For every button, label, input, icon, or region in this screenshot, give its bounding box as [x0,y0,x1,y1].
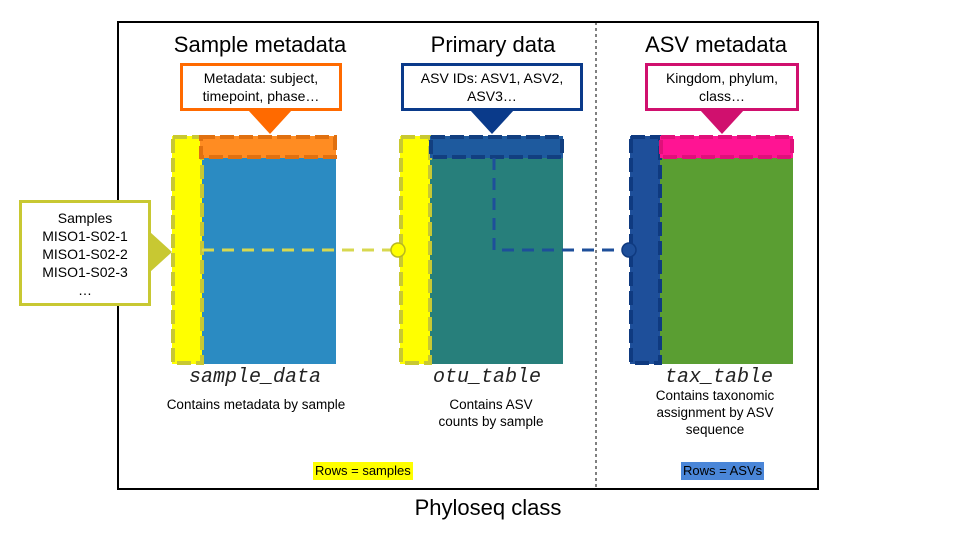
primary-callout-pointer [470,110,514,134]
primary-data-callout: ASV IDs: ASV1, ASV2, ASV3… [401,63,583,111]
sample-data-header-outline [199,135,337,159]
samples-callout-item: MISO1-S02-3 [42,264,128,280]
phyloseq-class-label: Phyloseq class [414,495,562,520]
asv-callout-pointer [700,110,744,134]
otu-tax-connector-dot [621,242,637,258]
sample-data-description: Contains metadata by sample [166,397,346,412]
sample-data-row-column [172,136,202,364]
sample-otu-connector-dot [390,242,406,258]
tax-table-description: Contains taxonomic assignment by ASV seq… [655,388,775,437]
samples-callout-pointer [150,232,172,272]
tax-table-name: tax_table [664,366,774,389]
primary-data-heading: Primary data [430,32,556,57]
tax-table-header-outline [659,135,794,159]
samples-callout-ellipsis: … [78,282,92,298]
otu-table-header-outline [429,135,564,159]
otu-table-name: otu_table [432,366,542,389]
samples-callout: Samples MISO1-S02-1 MISO1-S02-2 MISO1-S0… [19,200,151,306]
rows-samples-label: Rows = samples [313,462,413,480]
tax-table-body [660,136,793,364]
asv-metadata-heading: ASV metadata [645,32,787,57]
rows-asvs-label: Rows = ASVs [681,462,765,480]
sample-metadata-heading: Sample metadata [173,32,347,57]
samples-callout-item: MISO1-S02-1 [42,228,128,244]
asv-metadata-callout: Kingdom, phylum, class… [645,63,799,111]
sample-metadata-callout: Metadata: subject, timepoint, phase… [180,63,342,111]
otu-table-row-column-outline [399,135,432,365]
otu-table-header-row [430,136,563,158]
sample-data-header-row [200,136,336,158]
sample-data-table-name: sample_data [188,366,322,389]
tax-table-row-column-outline [629,135,662,365]
otu-tax-connector [492,158,622,252]
sample-callout-pointer [248,110,292,134]
samples-callout-item: MISO1-S02-2 [42,246,128,262]
otu-table-description: Contains ASV counts by sample [438,397,544,429]
tax-table-header-row [660,136,793,158]
samples-callout-title: Samples [57,210,113,226]
otu-table-body [430,136,563,364]
